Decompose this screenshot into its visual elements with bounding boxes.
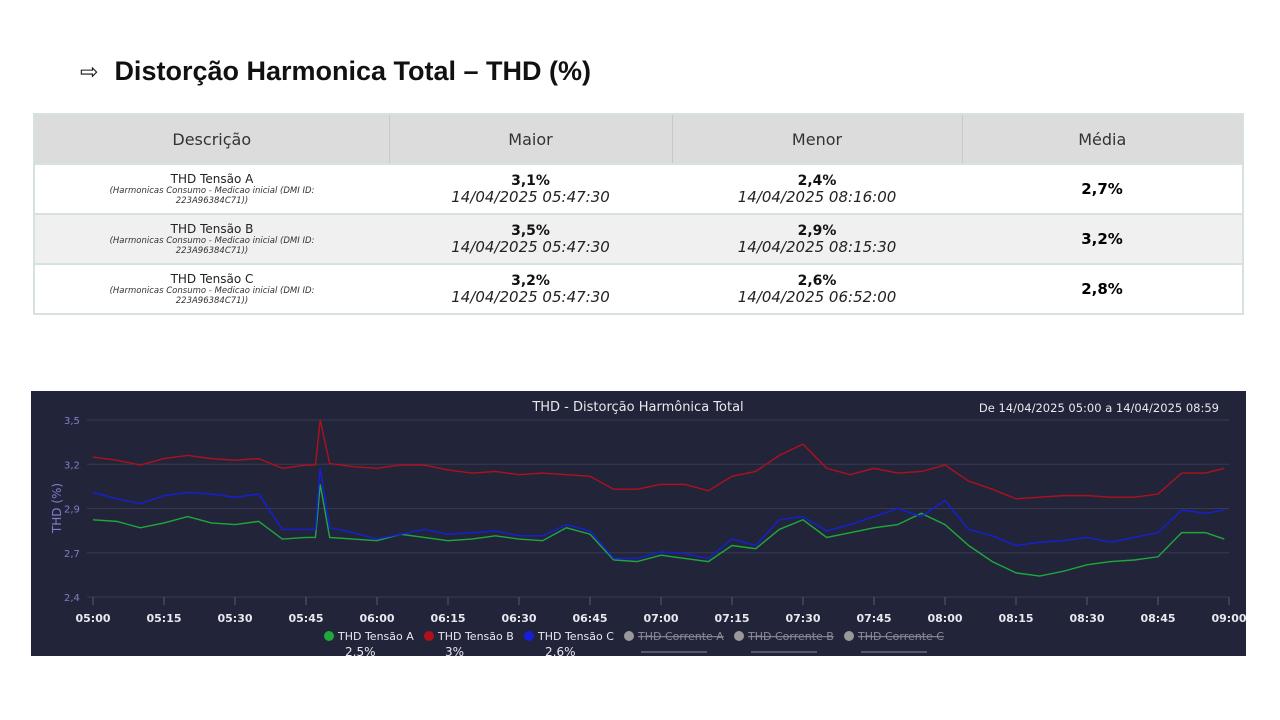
x-tick-label: 05:45 (288, 612, 323, 625)
legend-item[interactable]: THD Tensão C 2,6% (524, 630, 614, 659)
legend-marker-icon (844, 631, 854, 641)
max-date: 14/04/2025 05:47:30 (451, 237, 610, 256)
legend-item[interactable]: THD Tensão B 3% (424, 630, 514, 659)
section-heading: ⇨ Distorção Harmonica Total – THD (%) (80, 56, 591, 87)
legend-item[interactable]: THD Corrente B (734, 630, 834, 653)
table-row: THD Tensão A (Harmonicas Consumo - Medic… (34, 163, 1243, 214)
legend-marker-icon (624, 631, 634, 641)
chart-title: THD - Distorção Harmônica Total (531, 400, 743, 415)
row-source: (Harmonicas Consumo - Medicao inicial (D… (109, 236, 315, 246)
row-source-id: 223A96384C71)) (175, 296, 249, 306)
max-value: 3,2% (511, 272, 550, 289)
x-tick-label: 06:15 (430, 612, 465, 625)
x-tick-label: 07:45 (856, 612, 891, 625)
legend-marker-icon (524, 631, 534, 641)
avg-value: 2,7% (1081, 180, 1123, 198)
legend-item[interactable]: THD Corrente C (844, 630, 944, 653)
series-line-0 (92, 484, 1225, 577)
legend-marker-icon (424, 631, 434, 641)
row-name: THD Tensão A (170, 172, 254, 186)
x-tick-label: 07:00 (643, 612, 678, 625)
col-menor: Menor (672, 114, 963, 164)
y-tick-label: 2,9 (64, 505, 80, 516)
x-tick-label: 08:15 (998, 612, 1033, 625)
legend-value: 2,6% (545, 645, 576, 656)
x-tick-label: 07:30 (785, 612, 820, 625)
row-source: (Harmonicas Consumo - Medicao inicial (D… (109, 186, 315, 196)
x-tick-label: 08:00 (927, 612, 962, 625)
legend-value: 3% (445, 645, 464, 656)
col-media: Média (962, 114, 1243, 164)
min-date: 14/04/2025 06:52:00 (737, 287, 897, 306)
row-source-id: 223A96384C71)) (175, 196, 249, 206)
x-tick-label: 07:15 (714, 612, 749, 625)
x-tick-label: 08:30 (1069, 612, 1104, 625)
legend-value: 2,5% (345, 645, 376, 656)
legend-label: THD Corrente A (637, 630, 724, 643)
series-line-1 (92, 419, 1225, 500)
x-tick-label: 08:45 (1140, 612, 1175, 625)
x-tick-label: 09:00 (1211, 612, 1246, 625)
x-tick-label: 05:30 (217, 612, 252, 625)
row-source: (Harmonicas Consumo - Medicao inicial (D… (109, 286, 315, 296)
max-date: 14/04/2025 05:47:30 (451, 287, 610, 306)
max-value: 3,1% (511, 172, 550, 189)
legend-item[interactable]: THD Corrente A (624, 630, 724, 653)
x-tick-label: 05:00 (75, 612, 110, 625)
x-tick-label: 06:45 (572, 612, 607, 625)
legend-marker-icon (324, 631, 334, 641)
table-row: THD Tensão B (Harmonicas Consumo - Medic… (34, 213, 1243, 264)
thd-summary-table: Descrição Maior Menor Média THD Tensão A… (33, 113, 1244, 315)
min-date: 14/04/2025 08:16:00 (737, 187, 897, 206)
y-tick-label: 2,7 (64, 549, 80, 560)
row-name: THD Tensão B (170, 222, 254, 236)
row-name: THD Tensão C (170, 272, 254, 286)
y-tick-label: 3,5 (64, 416, 80, 427)
legend-label: THD Corrente B (747, 630, 834, 643)
y-axis-label: THD (%) (50, 483, 64, 534)
legend-label: THD Tensão A (337, 630, 414, 643)
series-line-2 (92, 468, 1225, 560)
x-tick-label: 06:00 (359, 612, 394, 625)
arrow-right-icon: ⇨ (80, 58, 99, 84)
avg-value: 3,2% (1081, 230, 1123, 248)
table-row: THD Tensão C (Harmonicas Consumo - Medic… (34, 263, 1243, 314)
col-maior: Maior (389, 114, 673, 164)
thd-chart: THD - Distorção Harmônica Total De 14/04/… (31, 391, 1247, 659)
min-value: 2,9% (797, 222, 837, 239)
row-source-id: 223A96384C71)) (175, 246, 249, 256)
max-value: 3,5% (511, 222, 550, 239)
min-value: 2,4% (797, 172, 837, 189)
y-tick-label: 2,4 (64, 593, 80, 604)
date-range: De 14/04/2025 05:00 a 14/04/2025 08:59 (979, 401, 1219, 415)
legend-label: THD Corrente C (857, 630, 944, 643)
chart-svg: THD - Distorção Harmônica Total De 14/04/… (50, 400, 1247, 659)
x-tick-label: 05:15 (146, 612, 181, 625)
section-title: Distorção Harmonica Total – THD (%) (114, 56, 592, 86)
legend-label: THD Tensão C (537, 630, 614, 643)
max-date: 14/04/2025 05:47:30 (451, 187, 610, 206)
legend-label: THD Tensão B (437, 630, 514, 643)
x-tick-label: 06:30 (501, 612, 536, 625)
legend-item[interactable]: THD Tensão A 2,5% (324, 630, 414, 659)
col-descricao: Descrição (34, 114, 390, 164)
y-tick-label: 3,2 (64, 460, 80, 471)
avg-value: 2,8% (1081, 280, 1123, 298)
min-date: 14/04/2025 08:15:30 (737, 237, 897, 256)
min-value: 2,6% (797, 272, 837, 289)
legend-marker-icon (734, 631, 744, 641)
